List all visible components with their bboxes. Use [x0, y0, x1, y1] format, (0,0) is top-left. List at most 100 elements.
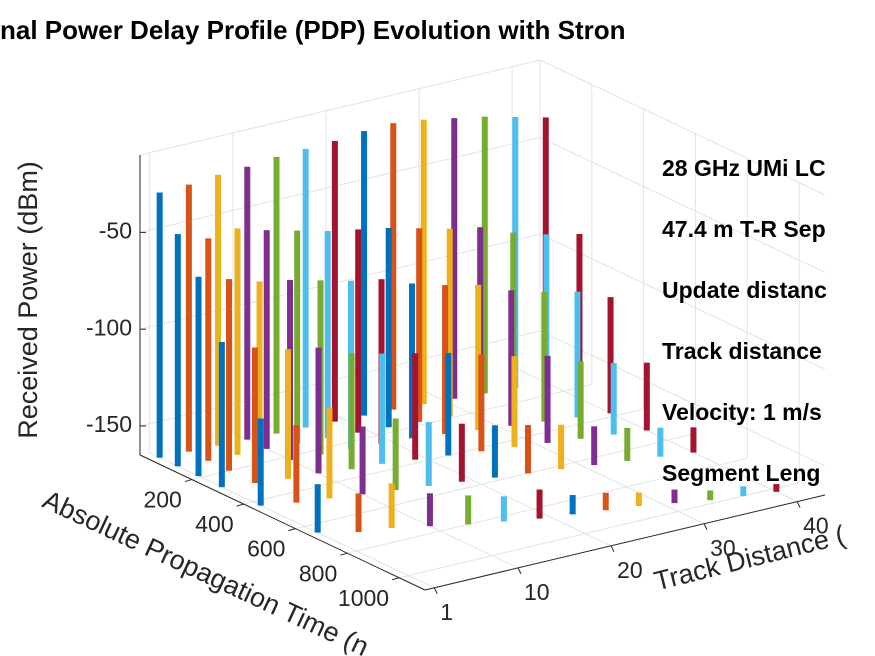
annotation: Track distance [662, 338, 822, 364]
bar [348, 353, 355, 470]
tick-mark [433, 587, 438, 595]
bar [315, 347, 322, 474]
bar [218, 341, 225, 488]
bar [591, 426, 598, 466]
bar [420, 119, 427, 405]
y-tick-label: 800 [299, 560, 337, 586]
y-tick-label: 400 [195, 511, 233, 537]
bar [263, 230, 270, 449]
bar [536, 489, 543, 519]
bar [257, 418, 264, 506]
grid-line [539, 233, 826, 370]
annotation: Update distanc [662, 277, 827, 303]
x-tick-label: 1 [440, 599, 453, 625]
tick-mark [703, 523, 708, 530]
grid-line [139, 136, 541, 233]
z-tick-label: -150 [86, 411, 132, 437]
bar [671, 489, 678, 504]
bar [544, 355, 551, 443]
bar [643, 362, 650, 431]
z-axis-label: Received Power (dBm) [13, 161, 43, 439]
bar [185, 184, 192, 452]
bar [478, 354, 485, 452]
annotation: Segment Leng [662, 460, 820, 486]
bar [569, 495, 576, 515]
bar [412, 353, 419, 460]
bar [445, 352, 452, 456]
grid-line [539, 136, 826, 273]
bar [302, 148, 309, 428]
y-axis [139, 454, 426, 591]
tick-mark [236, 503, 244, 507]
tick-mark [288, 528, 296, 532]
bar [251, 347, 258, 483]
bar [607, 297, 614, 414]
bar [390, 123, 397, 410]
bar [355, 229, 362, 433]
bar [425, 422, 432, 486]
bar [442, 285, 449, 435]
z-tick-label: -50 [99, 217, 132, 243]
bar [508, 290, 515, 426]
x-axis [424, 494, 826, 591]
bar [500, 496, 507, 522]
annotations: 28 GHz UMi LC 47.4 m T-R Sep Update distan… [662, 155, 827, 486]
chart-title: nal Power Delay Profile (PDP) Evolution … [0, 15, 626, 45]
bar [525, 425, 532, 474]
bar [624, 427, 631, 461]
y-tick-label: 600 [247, 536, 285, 562]
grid-line [511, 366, 798, 503]
bar [577, 361, 584, 439]
bars [156, 116, 780, 533]
tick-mark [610, 545, 615, 553]
bar [416, 228, 423, 422]
bar [707, 490, 714, 501]
x-tick-label: 40 [803, 513, 829, 539]
bar [740, 486, 747, 496]
bar [558, 424, 565, 470]
bar [451, 118, 458, 399]
bar [256, 281, 263, 466]
annotation: Velocity: 1 m/s [662, 399, 822, 425]
z-tick-label: -100 [86, 314, 132, 340]
tick-mark [796, 501, 801, 508]
tick-mark [340, 552, 348, 556]
bar [195, 276, 202, 477]
bar [635, 492, 642, 507]
annotation: 28 GHz UMi LC [662, 155, 826, 181]
bar [481, 116, 488, 394]
x-tick-label: 10 [524, 579, 550, 605]
bar [314, 484, 321, 533]
grid-line [539, 330, 826, 467]
bar [446, 228, 453, 417]
bar [324, 230, 331, 439]
bar [491, 425, 498, 478]
bar [294, 230, 301, 444]
bar [326, 407, 333, 499]
grid-line [232, 432, 519, 569]
grid-line [347, 457, 748, 554]
bar [359, 426, 366, 495]
bar [355, 493, 362, 533]
bar [385, 227, 392, 428]
bar [475, 284, 482, 430]
bar [690, 427, 697, 453]
y-tick-label: 200 [143, 487, 181, 513]
bar [541, 291, 548, 422]
bar [361, 131, 368, 416]
bar [244, 166, 251, 440]
bar [379, 353, 386, 464]
bar [388, 483, 395, 528]
y-tick-label: 1000 [338, 585, 389, 611]
grid-line [325, 410, 612, 547]
x-tick-label: 20 [617, 557, 643, 583]
bar [426, 493, 433, 527]
bar [156, 192, 163, 458]
bar [602, 492, 609, 511]
bar [285, 349, 292, 479]
bar [610, 363, 617, 435]
bar [205, 238, 212, 461]
bar [273, 156, 280, 434]
